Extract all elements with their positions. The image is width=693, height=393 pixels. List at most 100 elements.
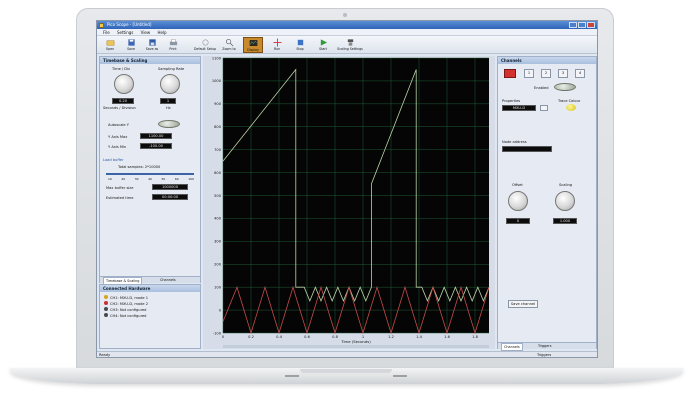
channel-tab-3[interactable]: 3 bbox=[558, 69, 568, 78]
channel-tab-1[interactable]: 1 bbox=[524, 69, 534, 78]
window-title: Pico Scope - [Untitled] bbox=[107, 22, 152, 27]
minimize-button[interactable] bbox=[569, 22, 577, 28]
play-icon bbox=[320, 39, 327, 46]
oscilloscope-chart[interactable]: 110010009008007006005004003002001000-100… bbox=[203, 56, 495, 349]
display-button[interactable]: Display bbox=[243, 37, 263, 53]
y-min-field[interactable]: -100.00 bbox=[140, 143, 172, 149]
menu-bar: File Settings View Help bbox=[97, 29, 597, 36]
y-tick-label: 1100 bbox=[212, 56, 222, 60]
channels-panel: Channels 1 2 3 4 Enabled Properties Trac… bbox=[497, 56, 597, 351]
properties-label: Properties bbox=[502, 99, 521, 103]
y-tick-label: 300 bbox=[214, 240, 222, 244]
hardware-item[interactable]: CH4: Not configured bbox=[104, 313, 148, 319]
hardware-list: CH1: MXU-D, mode 1 CH2: MXU-D, mode 2 CH… bbox=[104, 295, 148, 319]
y-tick-label: 600 bbox=[214, 171, 222, 175]
zoom-button[interactable]: Zoom to bbox=[219, 37, 239, 53]
channel-tab-4[interactable]: 4 bbox=[575, 69, 585, 78]
x-axis-label: Time (Seconds) bbox=[340, 339, 371, 344]
y-tick-label: -100 bbox=[213, 331, 222, 335]
scaling-label: Scaling bbox=[559, 183, 573, 187]
close-button[interactable] bbox=[587, 22, 595, 28]
menu-file[interactable]: File bbox=[103, 30, 110, 35]
offset-knob[interactable] bbox=[508, 191, 528, 211]
sampling-rate-label: Sampling Rate bbox=[158, 67, 185, 71]
property-browse-button[interactable] bbox=[540, 105, 548, 111]
channel-color-swatch[interactable] bbox=[504, 69, 516, 78]
x-tick-label: 1.4 bbox=[416, 335, 422, 339]
menu-help[interactable]: Help bbox=[157, 30, 167, 35]
save-as-button[interactable]: Save as bbox=[142, 37, 162, 53]
channels-tabs: Channels Triggers bbox=[498, 342, 596, 351]
menu-settings[interactable]: Settings bbox=[116, 30, 134, 35]
scaling-value[interactable]: 1.000 bbox=[553, 218, 577, 224]
y-tick-label: 100 bbox=[214, 285, 222, 289]
y-max-field[interactable]: 1100.00 bbox=[140, 133, 172, 139]
y-tick-label: 900 bbox=[214, 102, 222, 106]
hardware-item[interactable]: CH3: Not configured bbox=[104, 307, 148, 313]
scaling-knob[interactable] bbox=[555, 191, 575, 211]
start-button[interactable]: Start bbox=[313, 37, 333, 53]
x-tick-label: 1.2 bbox=[388, 335, 394, 339]
tab-channels[interactable]: Channels bbox=[160, 278, 176, 282]
print-button[interactable]: Print bbox=[163, 37, 183, 53]
trace-colour-label: Trace Colour bbox=[558, 99, 581, 103]
scaling-settings-button[interactable]: Scaling Settings bbox=[335, 37, 365, 53]
max-buffer-field[interactable]: 1000000 bbox=[152, 184, 188, 190]
offset-value[interactable]: 0 bbox=[506, 218, 530, 224]
status-bar: Ready Triggers bbox=[97, 351, 597, 357]
offset-label: Offset bbox=[512, 183, 523, 187]
y-max-label: Y Axis Max bbox=[108, 135, 128, 139]
status-dot-icon bbox=[104, 313, 108, 317]
autoscale-toggle[interactable] bbox=[158, 120, 180, 128]
sampling-rate-value[interactable]: 1 bbox=[160, 98, 176, 104]
tab-triggers[interactable]: Triggers bbox=[538, 344, 552, 348]
status-dot-icon bbox=[104, 307, 108, 311]
hz-label: Hz bbox=[166, 106, 171, 110]
tab-channels-right[interactable]: Channels bbox=[501, 343, 523, 351]
stop-button[interactable]: Stop bbox=[290, 37, 310, 53]
trace-colour-picker[interactable] bbox=[566, 104, 576, 111]
seconds-per-division-label: Seconds / Division bbox=[103, 106, 136, 110]
crosshair-icon bbox=[272, 38, 282, 47]
default-setup-icon bbox=[202, 39, 208, 46]
node-address-field[interactable] bbox=[502, 146, 552, 152]
enabled-toggle[interactable] bbox=[554, 83, 576, 91]
channel-tab-2[interactable]: 2 bbox=[541, 69, 551, 78]
save-button[interactable]: Save bbox=[121, 37, 141, 53]
series-line-1 bbox=[222, 68, 490, 302]
time-div-value[interactable]: 0.20 bbox=[112, 98, 134, 104]
maximize-button[interactable] bbox=[578, 22, 586, 28]
display-icon bbox=[249, 40, 257, 46]
series-line-2 bbox=[222, 285, 490, 335]
timebase-panel: Timebase & Scaling Time / Div Sampling R… bbox=[99, 56, 201, 285]
x-tick-label: 1 bbox=[362, 335, 364, 339]
scaling-icon bbox=[347, 39, 353, 46]
time-div-knob[interactable] bbox=[114, 74, 134, 94]
y-tick-label: 800 bbox=[214, 125, 222, 129]
run-button[interactable]: Run bbox=[267, 37, 287, 53]
zoom-icon bbox=[225, 39, 233, 47]
hardware-item[interactable]: CH1: MXU-D, mode 1 bbox=[104, 295, 148, 301]
camera bbox=[343, 13, 347, 17]
y-tick-label: 1000 bbox=[212, 79, 222, 83]
open-button[interactable]: Open bbox=[100, 37, 120, 53]
connected-hardware-panel: Connected Hardware CH1: MXU-D, mode 1 CH… bbox=[99, 284, 201, 349]
toolbar: Open Save Save as Print Default Setup Zo… bbox=[97, 36, 597, 54]
property-field[interactable]: MXU-D bbox=[502, 105, 536, 111]
x-tick-label: 0.2 bbox=[248, 335, 254, 339]
estimated-time-field: 00:00:00 bbox=[152, 194, 188, 200]
time-div-label: Time / Div bbox=[112, 67, 131, 71]
menu-view[interactable]: View bbox=[140, 30, 151, 35]
hardware-item[interactable]: CH2: MXU-D, mode 2 bbox=[104, 301, 148, 307]
folder-open-icon bbox=[106, 40, 114, 46]
save-channel-button[interactable]: Save channel bbox=[508, 300, 538, 308]
laptop-base bbox=[10, 368, 683, 384]
max-buffer-label: Max buffer size bbox=[106, 186, 134, 190]
default-setup-button[interactable]: Default Setup bbox=[192, 37, 218, 53]
y-tick-label: 0 bbox=[219, 308, 222, 312]
y-tick-label: 700 bbox=[214, 148, 222, 152]
sampling-rate-knob[interactable] bbox=[160, 74, 180, 94]
laptop-foot bbox=[285, 375, 299, 377]
buffer-slider[interactable] bbox=[106, 173, 194, 175]
x-tick-label: 1.8 bbox=[472, 335, 478, 339]
